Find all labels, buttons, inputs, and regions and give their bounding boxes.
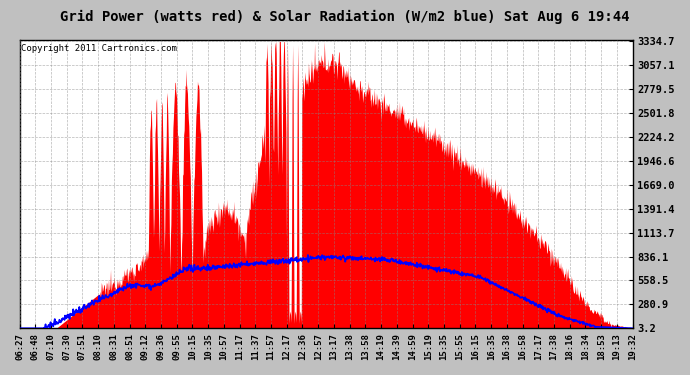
Text: Copyright 2011 Cartronics.com: Copyright 2011 Cartronics.com bbox=[21, 44, 177, 53]
Text: Grid Power (watts red) & Solar Radiation (W/m2 blue) Sat Aug 6 19:44: Grid Power (watts red) & Solar Radiation… bbox=[60, 9, 630, 24]
